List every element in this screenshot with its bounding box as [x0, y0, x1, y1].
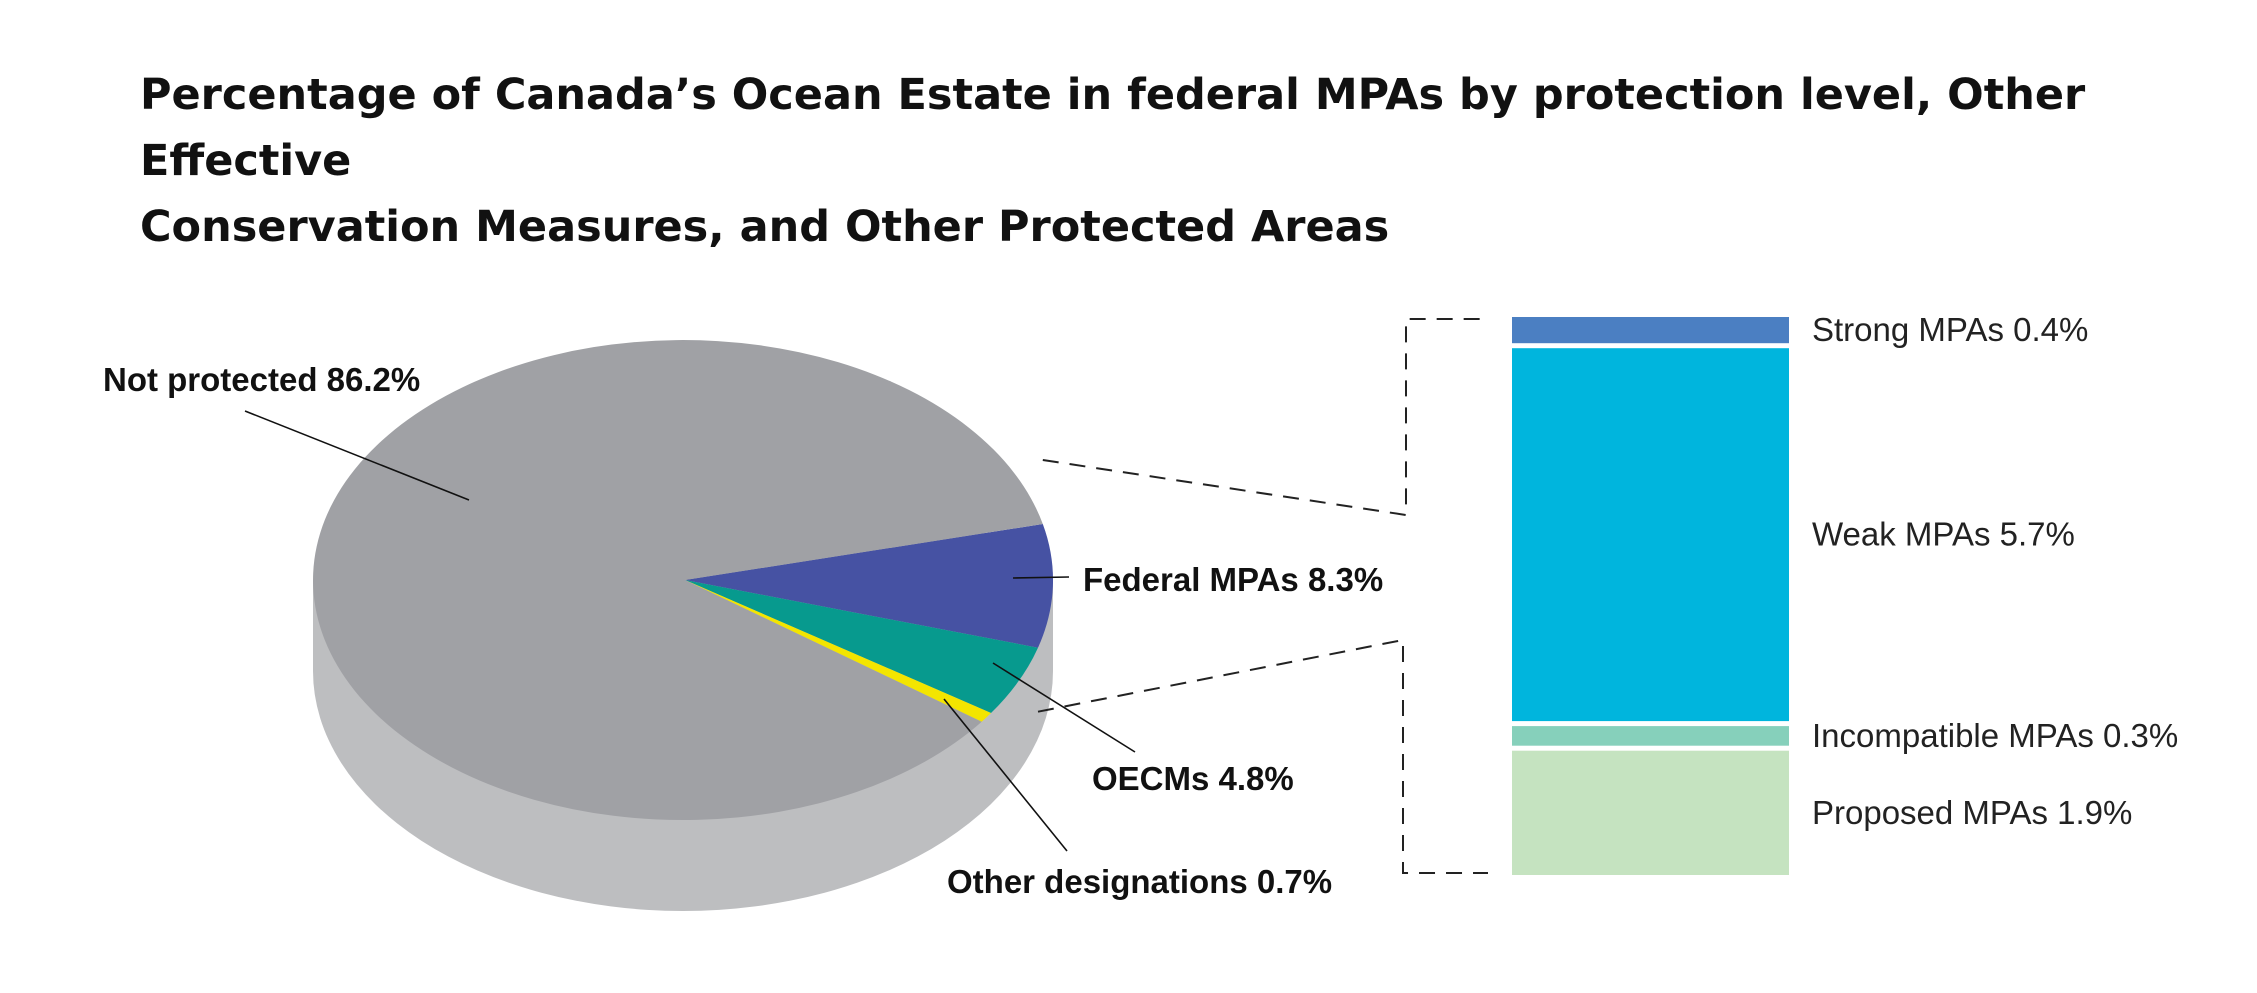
bar-label-proposed-mpas: Proposed MPAs 1.9%: [1812, 794, 2132, 831]
pie-slice-federal-mpas: [685, 524, 1054, 648]
bar-segment-proposed-mpas: [1512, 750, 1789, 875]
leader-line-oecms: [992, 662, 1136, 753]
pie-label-not-protected: Not protected 86.2%: [103, 361, 420, 398]
pie-slice-other-designations: [685, 580, 991, 722]
chart-title-line-1: Percentage of Canada’s Ocean Estate in f…: [140, 70, 2086, 186]
pie-slice-oecms: [685, 580, 1038, 713]
bar-label-strong-mpas: Strong MPAs 0.4%: [1812, 311, 2088, 348]
pie-slice-not-protected: [313, 340, 1043, 821]
bar-segment-strong-mpas: [1512, 317, 1789, 344]
pie-leader-lines: [244, 410, 1136, 852]
pie-label-federal-mpas: Federal MPAs 8.3%: [1083, 561, 1383, 598]
pie-label-other-designations: Other designations 0.7%: [947, 863, 1332, 900]
leader-line-not-protected: [244, 410, 470, 501]
bar-segment-incompatible-mpas: [1512, 726, 1789, 746]
connector-bottom: [1037, 638, 1488, 874]
chart-title-line-2: Conservation Measures, and Other Protect…: [140, 202, 1390, 252]
breakdown-connectors: [1037, 318, 1488, 874]
chart-title: Percentage of Canada’s Ocean Estate in f…: [140, 62, 2140, 260]
pie-label-oecms: OECMs 4.8%: [1092, 760, 1294, 797]
connector-top: [1042, 318, 1488, 517]
pie-slices: [313, 340, 1054, 821]
leader-line-federal-mpas: [1012, 576, 1070, 579]
stacked-bar-labels: Strong MPAs 0.4% Weak MPAs 5.7% Incompatib…: [1812, 311, 2178, 831]
stacked-bar: [1512, 317, 1789, 875]
pie-labels: Not protected 86.2% Federal MPAs 8.3% OECM…: [103, 361, 1383, 900]
bar-label-weak-mpas: Weak MPAs 5.7%: [1812, 516, 2075, 553]
leader-line-other-designations: [943, 698, 1068, 852]
bar-label-incompatible-mpas: Incompatible MPAs 0.3%: [1812, 717, 2178, 754]
bar-segment-weak-mpas: [1512, 348, 1789, 722]
